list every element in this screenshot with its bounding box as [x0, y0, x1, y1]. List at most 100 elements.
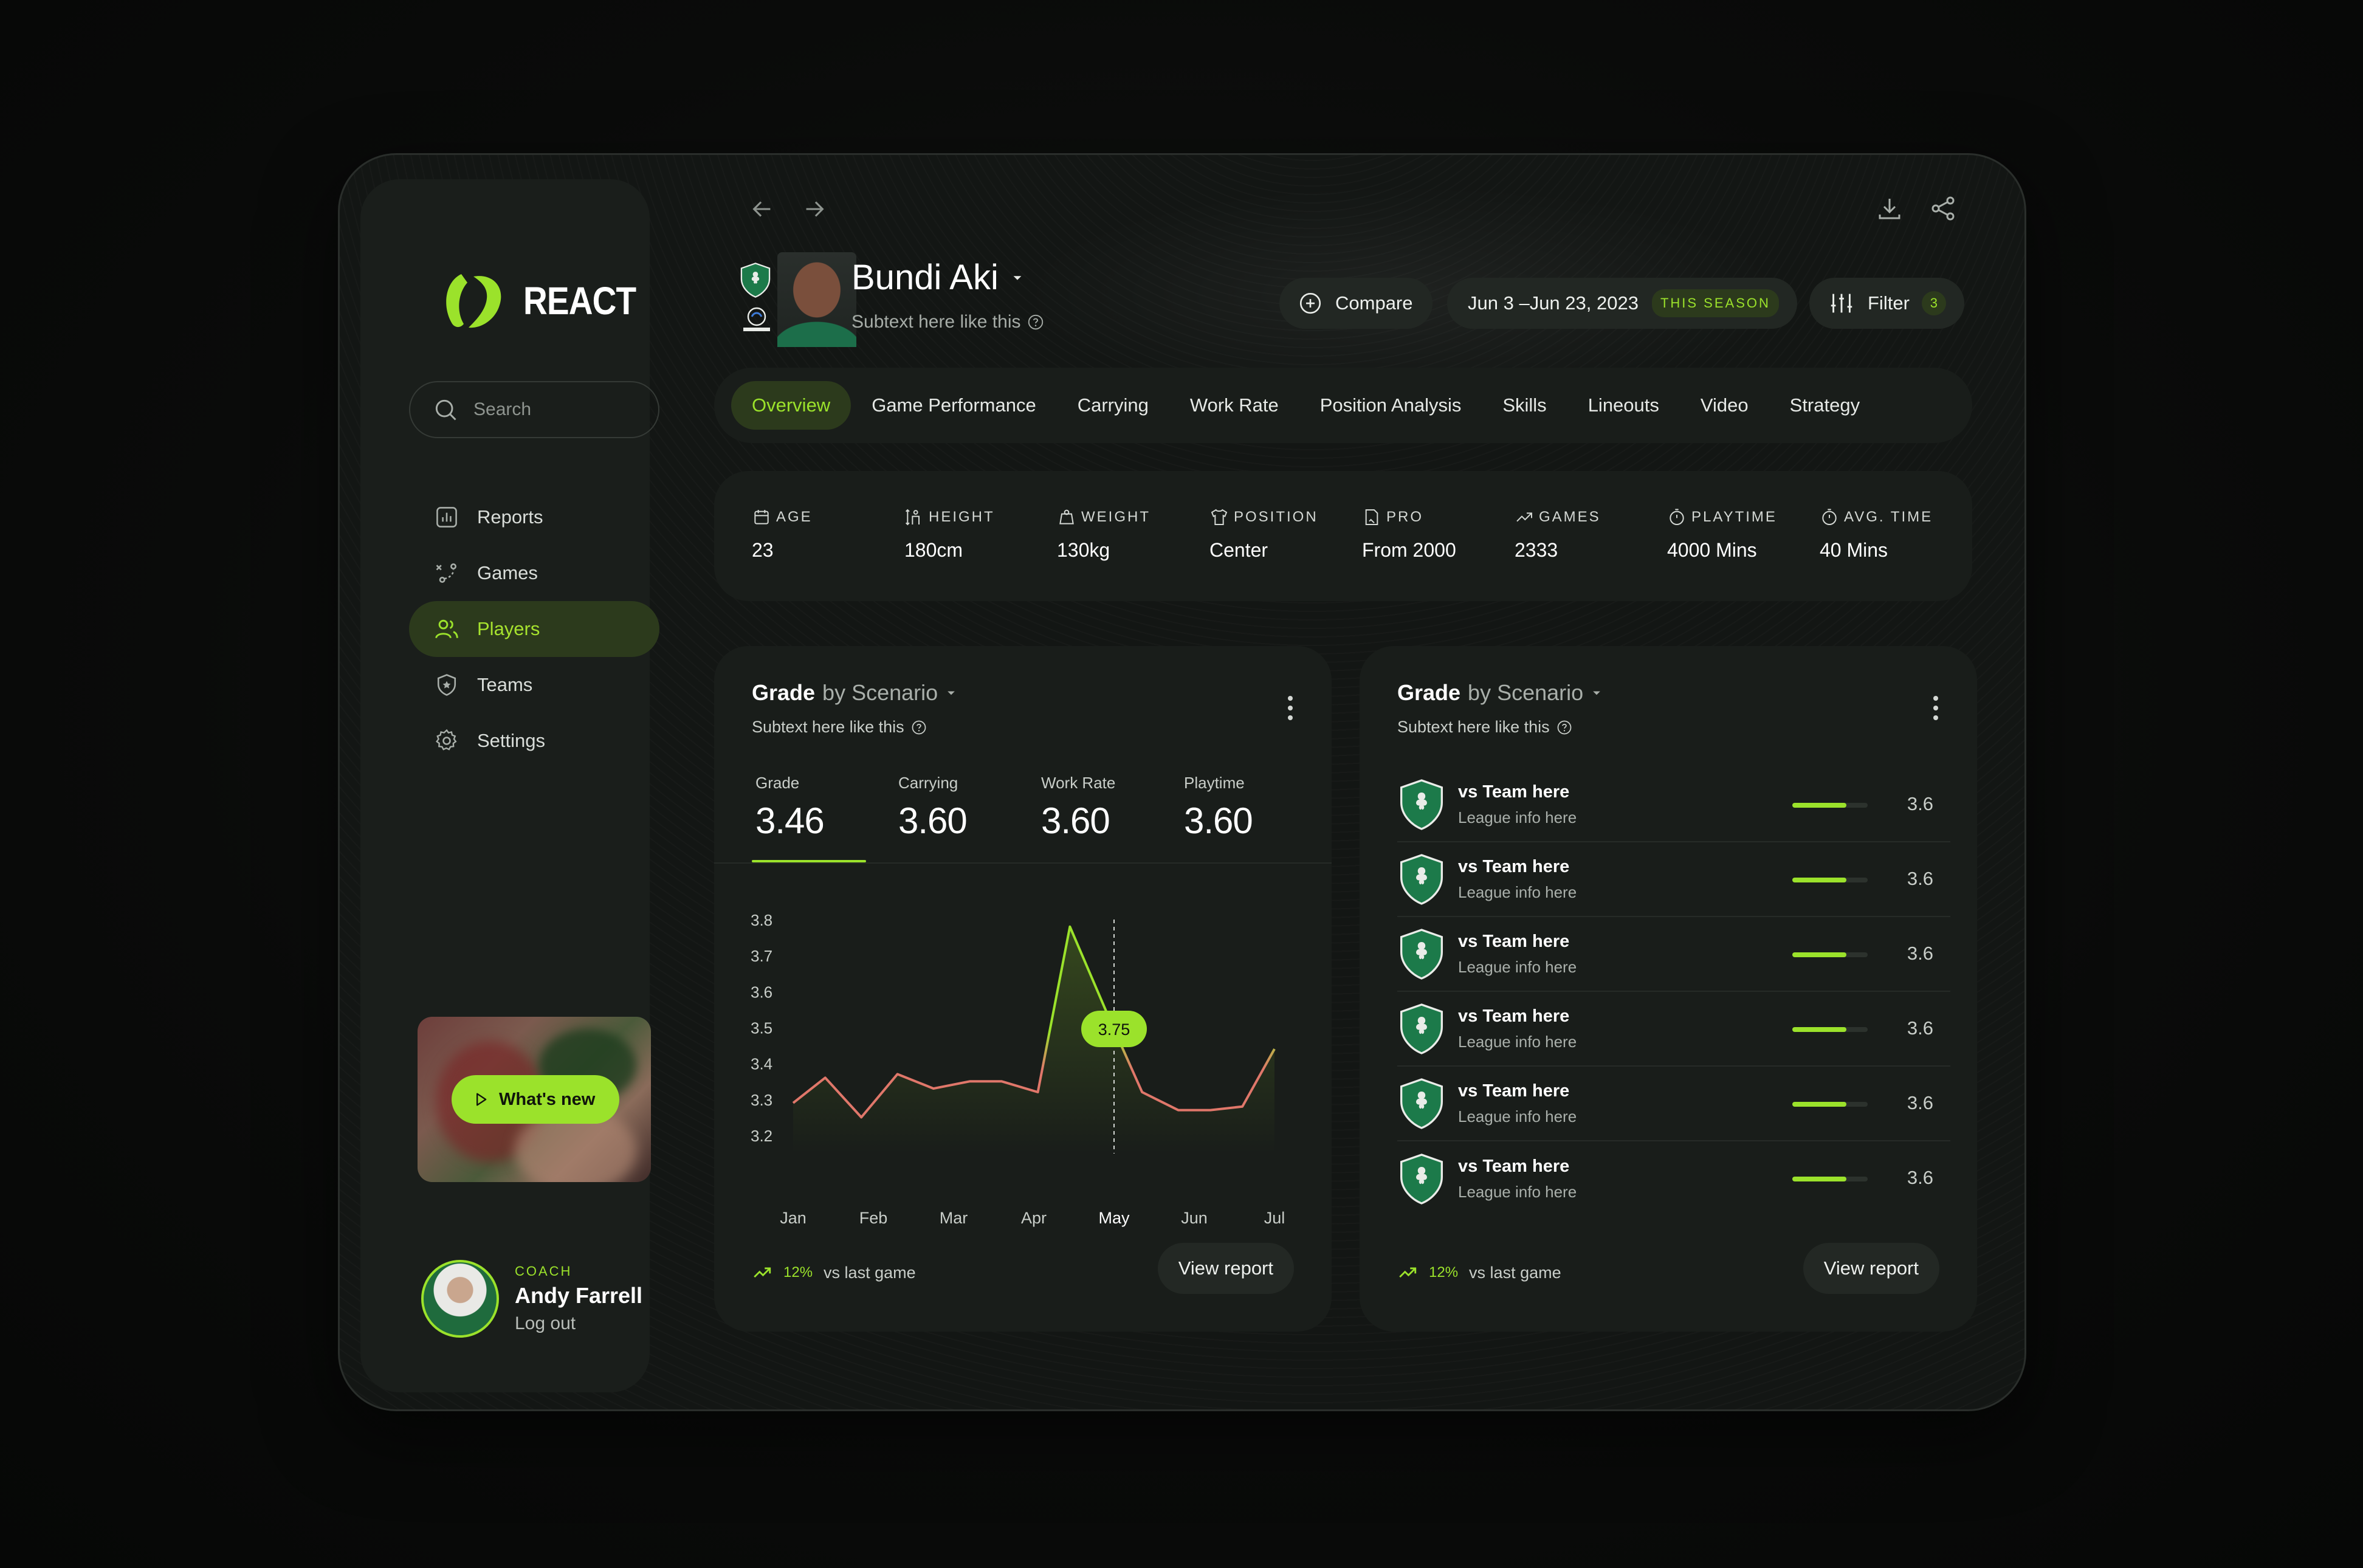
date-range-label: Jun 3 –Jun 23, 2023 [1468, 292, 1639, 314]
sidebar-item-reports[interactable]: Reports [409, 489, 659, 545]
help-icon[interactable] [1027, 313, 1045, 331]
team-badges [738, 262, 777, 339]
arrow-right-icon[interactable] [800, 195, 828, 223]
view-report-button[interactable]: View report [1803, 1243, 1939, 1294]
download-icon[interactable] [1875, 194, 1904, 223]
compare-button[interactable]: Compare [1279, 278, 1433, 329]
stat-value: From 2000 [1362, 539, 1456, 561]
team-grade-list: vs Team here League info here 3.6 vs Team h… [1397, 768, 1950, 1216]
league-info: League info here [1458, 882, 1577, 901]
sidebar-item-games[interactable]: Games [409, 545, 659, 601]
team-name: vs Team here [1458, 1006, 1570, 1026]
player-subtext: Subtext here like this [851, 312, 1045, 332]
card-title-bold: Grade [1397, 680, 1461, 705]
search-input[interactable]: Search [409, 381, 659, 438]
avatar[interactable] [421, 1260, 499, 1338]
metric-work-rate[interactable]: Work Rate 3.60 [1041, 774, 1184, 842]
card-title[interactable]: Grade by Scenario [1397, 680, 1603, 706]
stat-height: HEIGHT 180cm [904, 507, 1057, 601]
tab-skills[interactable]: Skills [1502, 394, 1547, 416]
sidebar-item-players[interactable]: Players [409, 601, 659, 657]
stat-age: AGE 23 [752, 507, 904, 601]
footer-percent: 12% [783, 1264, 813, 1281]
view-report-button[interactable]: View report [1157, 1243, 1294, 1294]
coach-name: Andy Farrell [515, 1283, 643, 1308]
stat-value: Center [1209, 539, 1268, 561]
metric-playtime[interactable]: Playtime 3.60 [1184, 774, 1327, 842]
team-name: vs Team here [1458, 931, 1570, 951]
grade-progress-bar [1792, 803, 1868, 808]
player-selector[interactable]: Bundi Aki [851, 257, 1024, 298]
card-title[interactable]: Grade by Scenario [752, 680, 957, 706]
tab-position-analysis[interactable]: Position Analysis [1319, 394, 1462, 416]
play-icon [476, 1093, 487, 1106]
sidebar-item-settings[interactable]: Settings [409, 713, 659, 769]
list-item[interactable]: vs Team here League info here 3.6 [1397, 768, 1950, 842]
y-tick-label: 3.6 [751, 983, 772, 1001]
stat-avg-time: AVG. TIME 40 Mins [1820, 507, 1972, 601]
sidebar-item-label: Reports [477, 506, 543, 528]
league-info: League info here [1458, 1032, 1577, 1051]
stat-label: PLAYTIME [1691, 509, 1777, 525]
tab-lineouts[interactable]: Lineouts [1587, 394, 1659, 416]
help-icon[interactable] [910, 719, 927, 736]
list-item[interactable]: vs Team here League info here 3.6 [1397, 917, 1950, 992]
calendar-icon [754, 510, 769, 524]
player-subtext-label: Subtext here like this [851, 312, 1021, 332]
date-range-picker[interactable]: Jun 3 –Jun 23, 2023 THIS SEASON [1447, 278, 1797, 329]
sidebar-item-label: Teams [477, 674, 533, 695]
tab-video[interactable]: Video [1700, 394, 1749, 416]
grade-line-chart: 3.8 3.7 3.6 3.5 3.4 3.3 3.2 Jan Feb Mar Apr May Jun J… [751, 911, 1285, 1227]
team-crest-icon [1400, 1078, 1443, 1129]
list-item[interactable]: vs Team here League info here 3.6 [1397, 842, 1950, 917]
card-subtext: Subtext here like this [752, 718, 927, 737]
y-tick-label: 3.5 [751, 1019, 772, 1037]
tab-overview[interactable]: Overview [731, 381, 851, 430]
list-item[interactable]: vs Team here League info here 3.6 [1397, 992, 1950, 1067]
metric-value: 3.46 [755, 800, 825, 841]
stat-label: WEIGHT [1081, 509, 1151, 525]
trend-up-icon [754, 1267, 771, 1278]
whats-new-button[interactable]: What's new [452, 1075, 620, 1124]
app-window: REACT Search Reports Games Players Teams [338, 153, 2026, 1411]
tab-game-performance[interactable]: Game Performance [872, 394, 1036, 416]
gear-icon [436, 729, 457, 751]
list-item[interactable]: vs Team here League info here 3.6 [1397, 1067, 1950, 1141]
list-item[interactable]: vs Team here League info here 3.6 [1397, 1141, 1950, 1216]
stat-value: 4000 Mins [1667, 539, 1757, 561]
stat-value: 40 Mins [1820, 539, 1888, 561]
more-vertical-icon[interactable] [1932, 695, 1939, 721]
metric-value: 3.60 [898, 800, 968, 841]
logout-link[interactable]: Log out [515, 1313, 576, 1333]
arrow-left-icon[interactable] [748, 195, 776, 223]
player-name: Bundi Aki [851, 258, 999, 297]
metric-value: 3.60 [1041, 800, 1110, 841]
x-tick-label: Apr [1021, 1209, 1047, 1227]
coach-role: COACH [515, 1264, 573, 1279]
grade-value: 3.6 [1907, 1017, 1933, 1039]
tab-carrying[interactable]: Carrying [1077, 394, 1149, 416]
y-tick-label: 3.8 [751, 911, 772, 929]
share-icon[interactable] [1928, 194, 1958, 223]
metric-grade[interactable]: Grade 3.46 [755, 774, 898, 842]
app-logo[interactable]: REACT [438, 269, 654, 332]
league-info: League info here [1458, 1107, 1577, 1126]
sidebar-item-label: Settings [477, 730, 546, 751]
sidebar-item-teams[interactable]: Teams [409, 657, 659, 713]
card-subtext-label: Subtext here like this [752, 718, 904, 736]
series-line [792, 925, 1276, 1119]
help-icon[interactable] [1556, 719, 1573, 736]
stat-label: AGE [776, 509, 813, 525]
league-info: League info here [1458, 808, 1577, 827]
caret-down-icon [948, 691, 955, 695]
filter-button[interactable]: Filter 3 [1809, 278, 1964, 329]
grade-value: 3.6 [1907, 943, 1933, 964]
tab-work-rate[interactable]: Work Rate [1189, 394, 1279, 416]
bar-chart-icon [436, 507, 457, 528]
highlight-label: 3.75 [1098, 1020, 1130, 1039]
more-vertical-icon[interactable] [1287, 695, 1294, 721]
metric-carrying[interactable]: Carrying 3.60 [898, 774, 1041, 842]
whats-new-card[interactable]: What's new [418, 1017, 651, 1182]
grade-progress-bar [1792, 1027, 1868, 1032]
tab-strategy[interactable]: Strategy [1789, 394, 1860, 416]
